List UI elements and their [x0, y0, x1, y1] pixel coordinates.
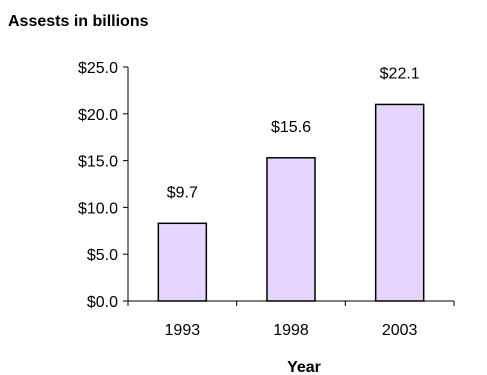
chart-title: Assests in billions	[8, 13, 149, 30]
bar-value-label: $9.7	[167, 184, 198, 201]
x-axis-tick-label: 1993	[165, 322, 201, 339]
bar	[374, 103, 425, 302]
chart-data-labels: $9.7 1993 $15.6 1998 $22.1 2003	[165, 65, 420, 339]
x-axis-tick-label: 1998	[273, 322, 309, 339]
bar	[157, 222, 208, 302]
y-axis-tick-label: $20.0	[78, 107, 118, 124]
x-axis-tick-label: 2003	[382, 322, 418, 339]
y-axis-tick-label: $15.0	[78, 154, 118, 171]
bar-value-label: $15.6	[271, 119, 311, 136]
y-axis-tick-label: $0.0	[87, 294, 118, 311]
x-axis-title: Year	[287, 359, 321, 375]
y-axis-tick-label: $10.0	[78, 200, 118, 217]
chart-bars	[157, 103, 425, 302]
y-axis-tick-label: $25.0	[78, 60, 118, 77]
bar-value-label: $22.1	[380, 65, 420, 82]
y-axis-tick-label: $5.0	[87, 247, 118, 264]
bar	[266, 157, 316, 302]
chart-axes: $0.0 $5.0 $10.0 $15.0 $20.0 $25.0	[78, 60, 455, 311]
